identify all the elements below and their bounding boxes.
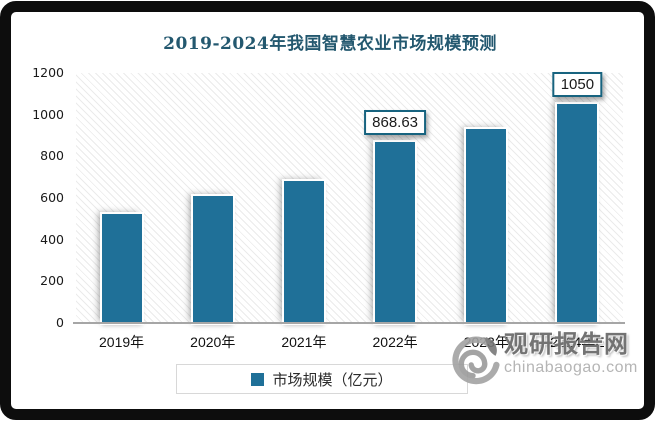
legend-label: 市场规模（亿元） [272, 371, 393, 389]
y-tick-1200: 1200 [32, 65, 64, 80]
y-tick-200: 200 [40, 273, 64, 289]
x-label-2019年: 2019年 [99, 334, 145, 350]
y-tick-0: 0 [56, 315, 64, 330]
bar-2019年 [101, 213, 142, 323]
y-tick-800: 800 [40, 148, 64, 164]
x-label-2022年: 2022年 [372, 334, 418, 350]
watermark-url: chinabaogao.com [504, 359, 638, 376]
y-tick-400: 400 [40, 231, 64, 247]
bar-2022年 [375, 142, 416, 323]
y-tick-1000: 1000 [32, 106, 64, 122]
legend-marker-swatch [251, 372, 265, 386]
legend: 市场规模（亿元） [176, 364, 468, 394]
bar-2024年E [557, 104, 598, 323]
bar-2020年 [192, 195, 233, 323]
y-tick-600: 600 [40, 190, 64, 205]
x-label-2020年: 2020年 [190, 334, 236, 350]
value-label-2022年: 868.63 [364, 110, 427, 136]
x-label-2024年E: 2024年E [550, 334, 605, 350]
x-label-2021年: 2021年 [281, 334, 327, 350]
x-axis-line [73, 322, 625, 324]
bar-2021年 [283, 181, 324, 323]
bar-2023年 [466, 129, 507, 323]
chart-title: 2019-2024年我国智慧农业市场规模预测 [163, 34, 497, 54]
value-label-2024年E: 1050 [552, 72, 603, 98]
plot-area [76, 73, 623, 323]
x-label-2023年: 2023年 [463, 334, 509, 350]
